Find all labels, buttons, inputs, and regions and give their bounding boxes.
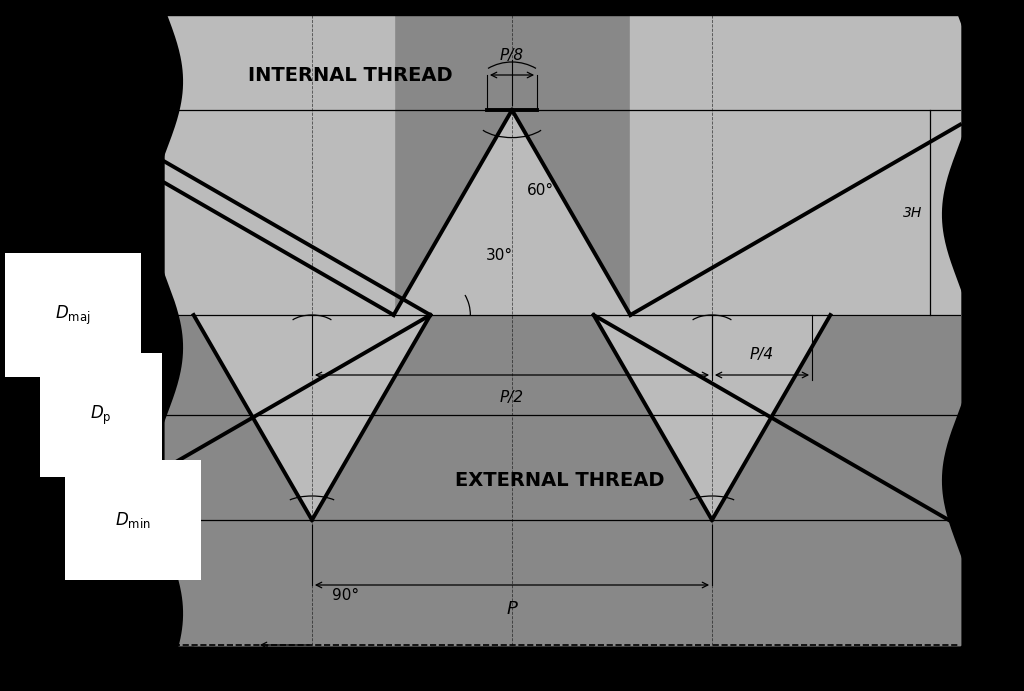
Polygon shape (194, 315, 430, 520)
Polygon shape (0, 680, 1024, 691)
Text: P/8: P/8 (500, 48, 524, 63)
Polygon shape (594, 315, 830, 520)
Text: P/4: P/4 (750, 347, 774, 362)
Polygon shape (393, 110, 631, 315)
Polygon shape (944, 15, 1024, 680)
Polygon shape (0, 15, 181, 680)
Text: $D_\mathrm{p}$: $D_\mathrm{p}$ (90, 404, 112, 426)
Text: AXIS OF S: AXIS OF S (887, 663, 955, 677)
Text: 90°: 90° (332, 587, 359, 603)
Polygon shape (0, 0, 1024, 15)
Text: P/2: P/2 (500, 390, 524, 405)
Text: P: P (507, 600, 517, 618)
Text: $D_\mathrm{maj}$: $D_\mathrm{maj}$ (55, 303, 90, 327)
Text: 60°: 60° (527, 182, 554, 198)
Text: INTERNAL THREAD: INTERNAL THREAD (248, 66, 453, 84)
Text: EXTERNAL THREAD: EXTERNAL THREAD (456, 471, 665, 489)
Text: 30°: 30° (485, 247, 512, 263)
Text: 3H: 3H (903, 205, 922, 220)
Text: $D_\mathrm{min}$: $D_\mathrm{min}$ (115, 510, 151, 530)
